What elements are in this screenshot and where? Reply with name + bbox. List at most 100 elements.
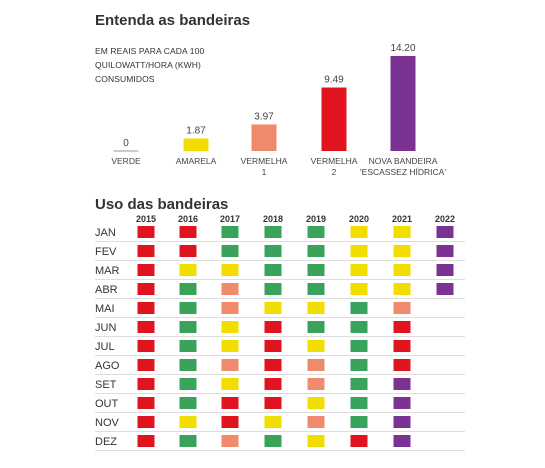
flag-cell-jul-2021 bbox=[393, 340, 411, 352]
flag-cell-out-2020 bbox=[350, 397, 368, 409]
flag-cell-fev-2017 bbox=[221, 245, 239, 257]
flag-cell-nov-2015 bbox=[137, 416, 155, 428]
flag-cell-mar-2018 bbox=[264, 264, 282, 276]
flag-cell-set-2021 bbox=[393, 378, 411, 390]
flag-cell-dez-2020 bbox=[350, 435, 368, 447]
month-label-nov: NOV bbox=[95, 417, 120, 429]
year-header-2022: 2022 bbox=[435, 214, 455, 224]
month-label-mai: MAI bbox=[95, 303, 115, 315]
flag-cell-jun-2019 bbox=[307, 321, 325, 333]
flag-cell-jul-2019 bbox=[307, 340, 325, 352]
flag-cell-fev-2020 bbox=[350, 245, 368, 257]
category-label-5-line-1: NOVA BANDEIRA bbox=[369, 156, 438, 166]
flag-cell-abr-2015 bbox=[137, 283, 155, 295]
flag-cell-fev-2021 bbox=[393, 245, 411, 257]
flag-cell-set-2019 bbox=[307, 378, 325, 390]
flag-cell-mai-2018 bbox=[264, 302, 282, 314]
flag-cell-jun-2016 bbox=[179, 321, 197, 333]
year-header-2016: 2016 bbox=[178, 214, 198, 224]
flag-cell-out-2017 bbox=[221, 397, 239, 409]
bar-5 bbox=[390, 56, 416, 151]
category-label-3-line-1: VERMELHA bbox=[241, 156, 288, 166]
flag-cell-jul-2020 bbox=[350, 340, 368, 352]
flag-cell-abr-2021 bbox=[393, 283, 411, 295]
flag-cell-nov-2017 bbox=[221, 416, 239, 428]
bar-chart-unit-label: EM REAIS PARA CADA 100 QUILOWATT/HORA (K… bbox=[95, 46, 205, 84]
flag-cell-out-2019 bbox=[307, 397, 325, 409]
month-label-abr: ABR bbox=[95, 284, 118, 296]
category-label-2-line-1: AMARELA bbox=[176, 156, 217, 166]
flag-cell-mar-2019 bbox=[307, 264, 325, 276]
flag-cell-fev-2022 bbox=[436, 245, 454, 257]
month-label-jan: JAN bbox=[95, 227, 116, 239]
flag-cell-mar-2020 bbox=[350, 264, 368, 276]
flag-cell-mar-2015 bbox=[137, 264, 155, 276]
year-header-2017: 2017 bbox=[220, 214, 240, 224]
flag-cell-jan-2018 bbox=[264, 226, 282, 238]
flag-cell-abr-2019 bbox=[307, 283, 325, 295]
flag-cell-jan-2019 bbox=[307, 226, 325, 238]
flag-cell-jul-2018 bbox=[264, 340, 282, 352]
flag-cell-jun-2020 bbox=[350, 321, 368, 333]
flag-cell-jun-2021 bbox=[393, 321, 411, 333]
flag-cell-dez-2021 bbox=[393, 435, 411, 447]
flag-cell-out-2018 bbox=[264, 397, 282, 409]
flag-cell-dez-2016 bbox=[179, 435, 197, 447]
flag-cell-abr-2022 bbox=[436, 283, 454, 295]
flag-cell-fev-2016 bbox=[179, 245, 197, 257]
flag-cell-jul-2016 bbox=[179, 340, 197, 352]
flag-cell-mar-2022 bbox=[436, 264, 454, 276]
flag-cell-ago-2016 bbox=[179, 359, 197, 371]
flag-cell-nov-2019 bbox=[307, 416, 325, 428]
month-label-jun: JUN bbox=[95, 322, 116, 334]
flag-cell-jan-2021 bbox=[393, 226, 411, 238]
bar-value-label-3: 3.97 bbox=[254, 111, 274, 122]
bar-value-label-4: 9.49 bbox=[324, 75, 344, 86]
flag-cell-out-2016 bbox=[179, 397, 197, 409]
flag-cell-jul-2017 bbox=[221, 340, 239, 352]
month-label-fev: FEV bbox=[95, 246, 117, 258]
month-label-mar: MAR bbox=[95, 265, 120, 277]
flag-cell-set-2016 bbox=[179, 378, 197, 390]
flag-cell-ago-2015 bbox=[137, 359, 155, 371]
flag-cell-jan-2015 bbox=[137, 226, 155, 238]
month-label-jul: JUL bbox=[95, 341, 115, 353]
flag-cell-abr-2020 bbox=[350, 283, 368, 295]
flag-cell-dez-2019 bbox=[307, 435, 325, 447]
flag-cell-dez-2017 bbox=[221, 435, 239, 447]
flag-cell-fev-2019 bbox=[307, 245, 325, 257]
flag-cell-set-2017 bbox=[221, 378, 239, 390]
category-label-5-line-2: 'ESCASSEZ HÍDRICA' bbox=[360, 167, 446, 177]
flag-cell-mar-2017 bbox=[221, 264, 239, 276]
flag-cell-ago-2018 bbox=[264, 359, 282, 371]
flag-cell-ago-2019 bbox=[307, 359, 325, 371]
bar-value-label-2: 1.87 bbox=[186, 125, 206, 136]
flag-cell-nov-2018 bbox=[264, 416, 282, 428]
flag-cell-abr-2018 bbox=[264, 283, 282, 295]
flag-cell-mar-2021 bbox=[393, 264, 411, 276]
flag-cell-jun-2015 bbox=[137, 321, 155, 333]
flag-cell-jan-2020 bbox=[350, 226, 368, 238]
category-label-4-line-1: VERMELHA bbox=[311, 156, 358, 166]
flag-cell-jun-2018 bbox=[264, 321, 282, 333]
month-label-out: OUT bbox=[95, 398, 119, 410]
flag-cell-dez-2018 bbox=[264, 435, 282, 447]
year-header-2020: 2020 bbox=[349, 214, 369, 224]
flag-cell-mai-2019 bbox=[307, 302, 325, 314]
flag-cell-set-2015 bbox=[137, 378, 155, 390]
month-label-ago: AGO bbox=[95, 360, 120, 372]
month-label-dez: DEZ bbox=[95, 436, 117, 448]
flag-cell-ago-2021 bbox=[393, 359, 411, 371]
flag-cell-mar-2016 bbox=[179, 264, 197, 276]
flag-cell-jul-2015 bbox=[137, 340, 155, 352]
year-header-2019: 2019 bbox=[306, 214, 326, 224]
flag-cell-dez-2015 bbox=[137, 435, 155, 447]
flag-cell-set-2018 bbox=[264, 378, 282, 390]
flag-cell-mai-2017 bbox=[221, 302, 239, 314]
flag-cell-out-2021 bbox=[393, 397, 411, 409]
year-header-2015: 2015 bbox=[136, 214, 156, 224]
bar-3 bbox=[251, 124, 277, 151]
category-label-1-line-1: VERDE bbox=[111, 156, 141, 166]
flag-cell-set-2020 bbox=[350, 378, 368, 390]
